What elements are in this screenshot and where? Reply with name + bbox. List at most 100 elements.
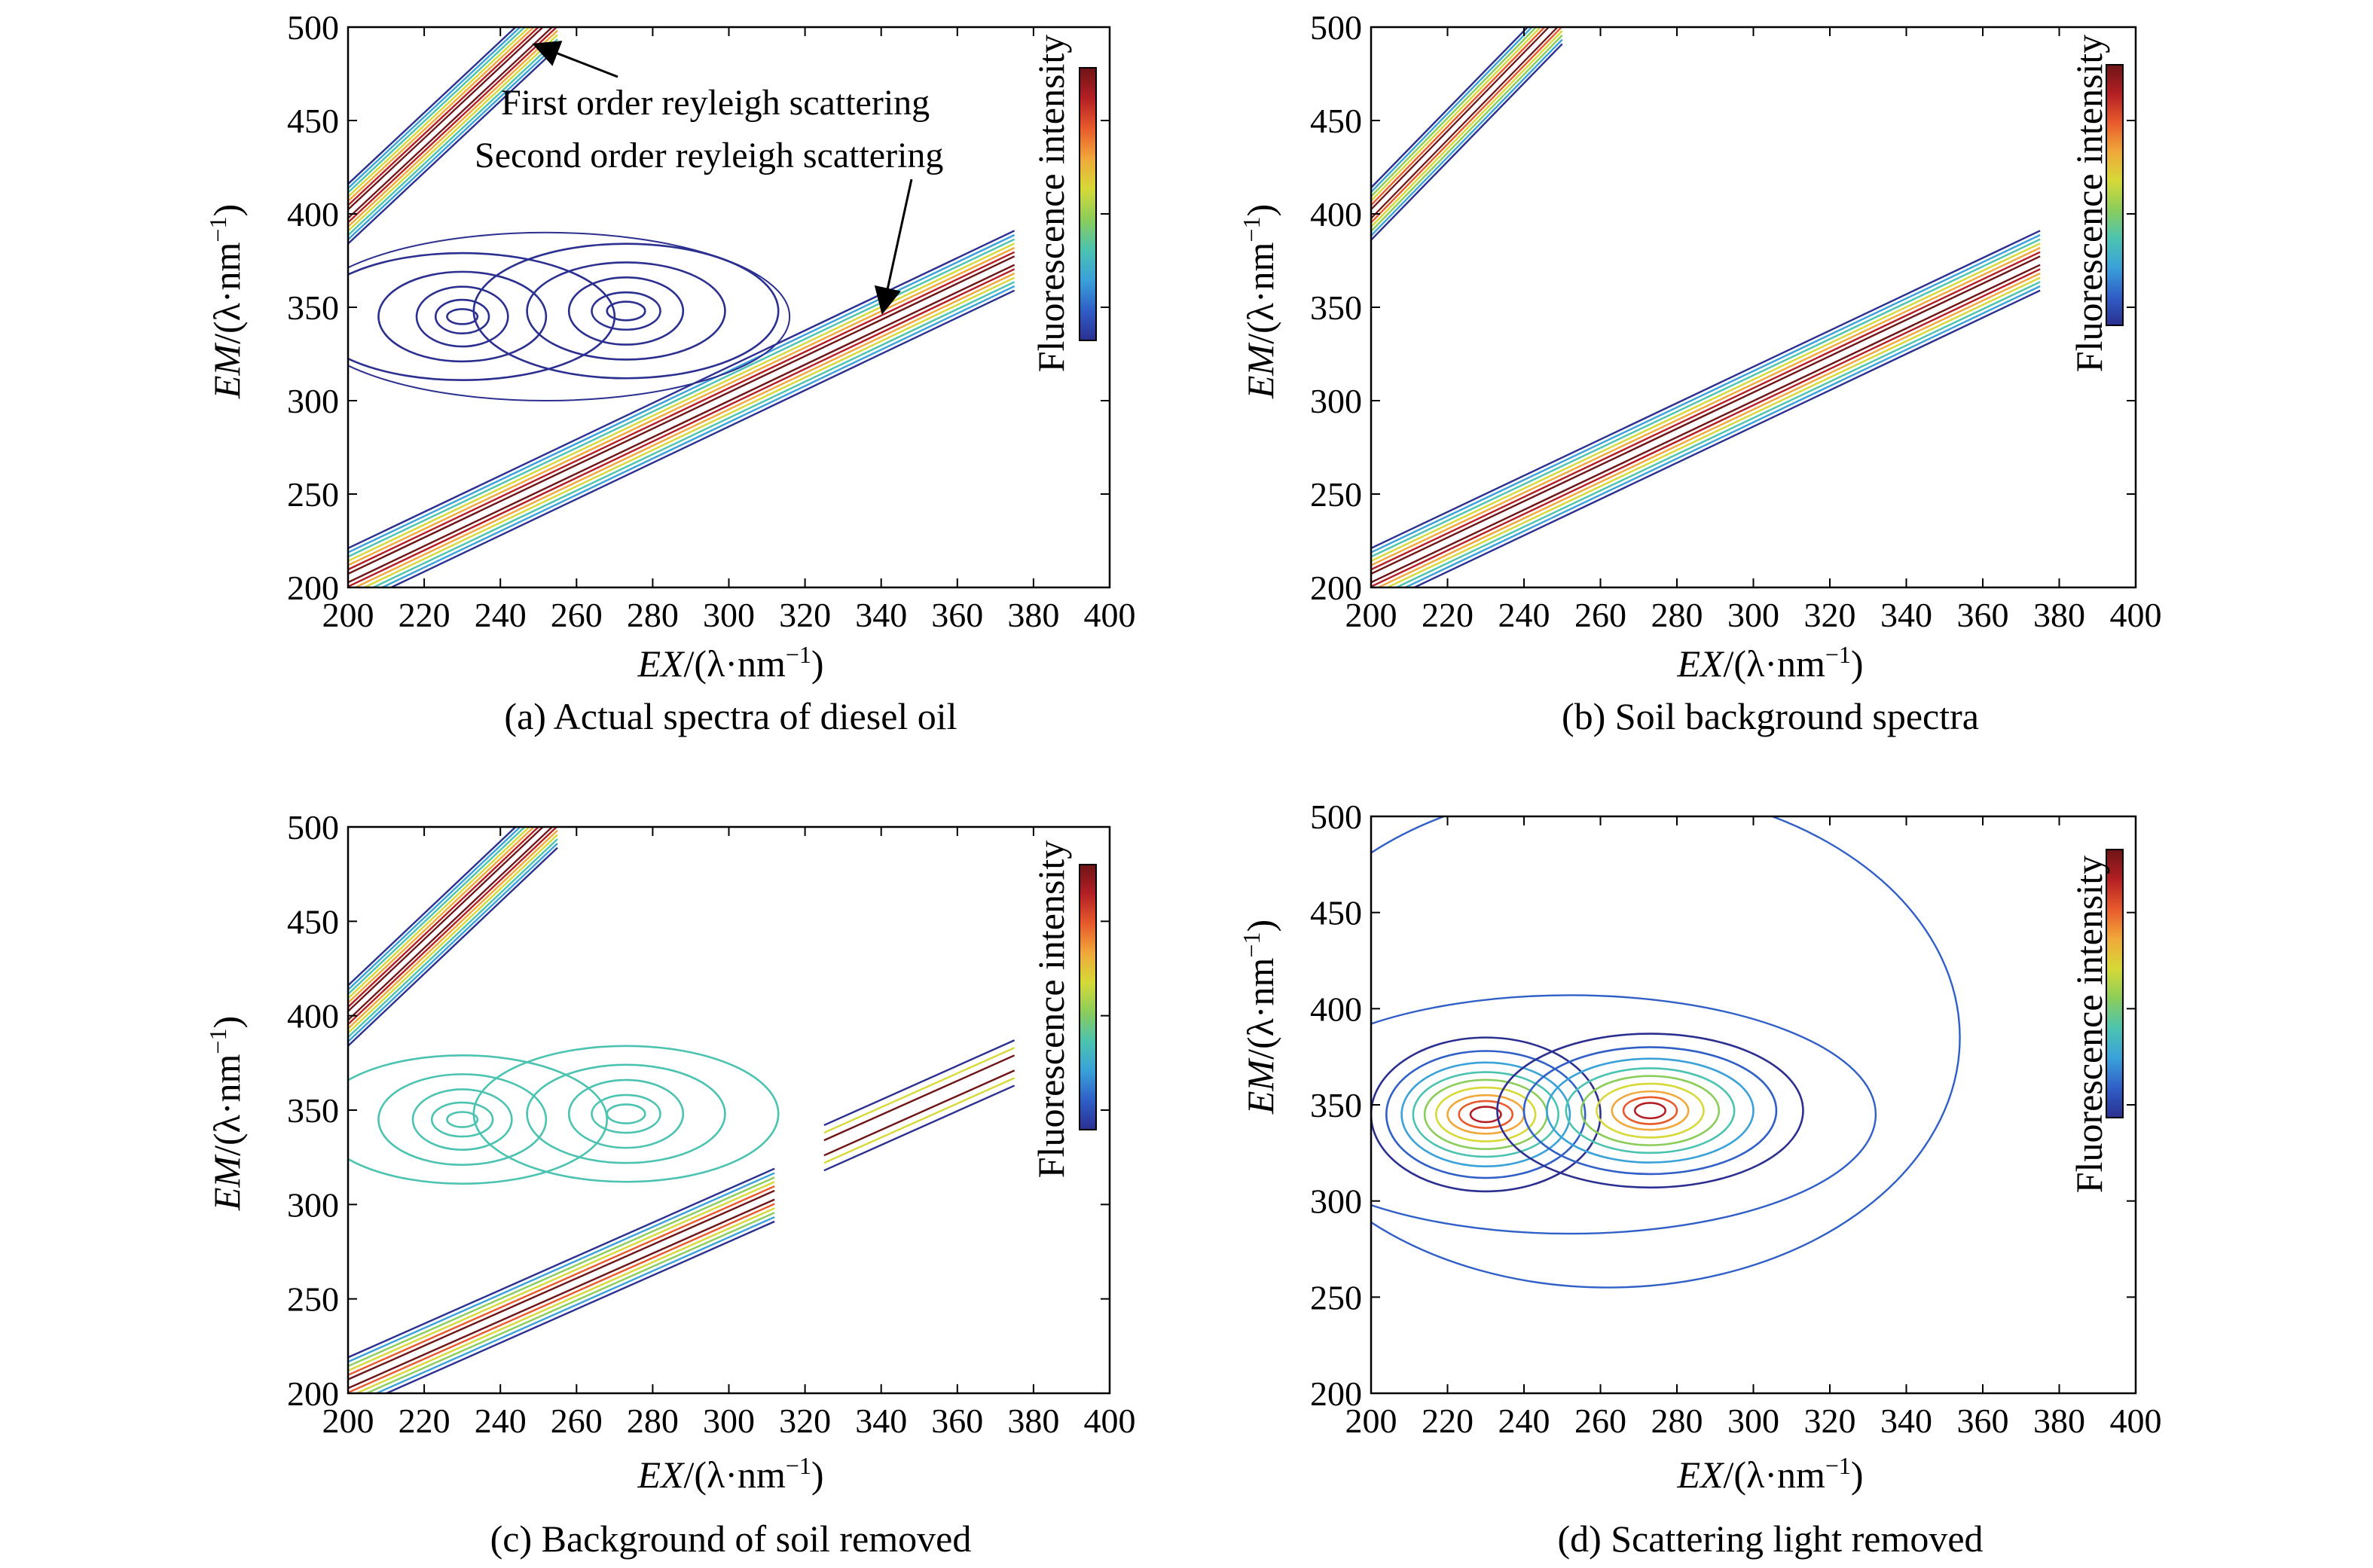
scatter-contour-line [348,827,545,1012]
y-tick-label: 400 [1310,990,1362,1028]
x-tick-label: 300 [1727,1402,1779,1440]
x-tick-label: 340 [855,596,907,634]
scatter-contour-line [1371,27,1534,193]
x-tick-label: 380 [1007,596,1059,634]
caption-c: (c) Background of soil removed [490,1518,972,1560]
scatter-contour-line [1371,27,1550,211]
scatter-contour-line [823,1039,1015,1127]
ylabel-d: EM/(λ·nm−1) [1238,920,1281,1115]
colorbar-label-a: Fluorescence intensity [1030,35,1072,373]
peak-contour [1596,1082,1705,1139]
ylabel-c-var: EM [206,1155,248,1212]
ylabel-a-close: ) [206,204,248,217]
x-tick-label: 320 [1804,1402,1856,1440]
peak-contour [446,1111,479,1128]
peak-contour [1469,1106,1502,1124]
scatter-contour-line [348,827,540,1008]
scatter-contour-line [348,827,536,1004]
x-tick-label: 380 [2033,1402,2085,1440]
panel-c: 200 220 240 260 280 300 320 340 360 380 400 200 250 3… [204,808,1136,1560]
scatter-contour-line [1371,233,2041,554]
ylabel-d-sup: −1 [1238,932,1265,958]
plot-area-c: 200 220 240 260 280 300 320 340 360 380 400 200 250 3… [287,808,1136,1440]
scatter-contour-line [1371,43,1563,241]
x-tick-label: 360 [931,596,983,634]
scatter-core [1371,258,2042,581]
scatter-contour-line [348,27,522,189]
x-tick-label: 260 [1574,1402,1626,1440]
scatter-contour-line [1403,285,2041,587]
scatter-contour-line [1371,27,1542,202]
x-tick-label: 280 [1651,1402,1703,1440]
panel-a: 200 220 240 260 280 300 320 340 360 380 400 200 250 3… [204,8,1136,737]
contours-d [1371,816,1961,1289]
peak-contour [1371,1036,1602,1193]
xlabel-b-var: EX [1676,642,1725,685]
xlabel-b-sup: −1 [1825,641,1851,668]
y-tick-label: 500 [1310,798,1362,836]
scatter-contour-line [348,847,558,1047]
peak-contour [411,1088,513,1151]
caption-b: (b) Soil background spectra [1562,695,1979,737]
scatter-contour-line [348,29,558,227]
ylabel-b-var: EM [1239,343,1281,400]
y-tick-label: 300 [287,1185,339,1224]
ylabel-a: EM/(λ·nm−1) [204,204,248,399]
y-tick-label: 250 [1310,1278,1362,1316]
outer-contour [348,231,791,401]
peak-contour [1565,1067,1736,1155]
scatter-contour-line [1371,27,1547,206]
x-tick-label: 340 [1880,1402,1932,1440]
scatter-contour-line [1412,289,2041,587]
y-tick-label: 500 [287,808,339,847]
y-tick-label: 400 [287,195,339,233]
arrow-second-order [874,178,913,315]
ylabel-b-sup: −1 [1238,217,1265,243]
scatter-contour-line [348,842,558,1042]
ylabel-c-close: ) [206,1016,248,1029]
y-tick-label: 500 [1310,8,1362,47]
peak-c-0 [348,1054,608,1185]
xlabel-c-close: ) [811,1454,824,1496]
x-tick-label: 400 [2110,1402,2162,1440]
xlabel-a-var: EX [637,642,686,685]
ylabel-a-sup: −1 [204,217,231,243]
xlabel-b-close: ) [1851,642,1864,685]
y-tick-label: 400 [287,997,339,1036]
x-tick-label: 400 [1084,596,1136,634]
x-tick-label: 240 [1498,1402,1550,1440]
scatter-contour-line [354,1207,775,1393]
scatter-contour-line [348,834,558,1034]
peak-contour [1611,1090,1690,1131]
caption-a: (a) Actual spectra of diesel oil [504,695,957,737]
scatter-core [348,27,551,216]
x-tick-label: 280 [1651,596,1703,634]
peak-contour [377,270,548,363]
y-tick-label: 450 [1310,894,1362,932]
scatter-contour-line [362,276,1015,587]
x-tick-label: 200 [1345,1402,1397,1440]
y-tick-label: 200 [287,569,339,607]
contours-a [348,27,1015,587]
y-tick-label: 250 [1310,475,1362,514]
panel-b: 200 220 240 260 280 300 320 340 360 380 400 200 250 3… [1238,8,2162,737]
peak-contour [377,1073,548,1166]
scatter-contour-line [348,1185,775,1376]
scatter-contour-line [348,1203,775,1393]
x-tick-label: 260 [551,1402,603,1440]
scatter-contour-line [348,27,554,219]
panel-d: 200 220 240 260 280 300 320 340 360 380 400 200 250 3… [1238,798,2162,1560]
xlabel-c-sup: −1 [786,1452,811,1479]
scatter-contour-line [348,827,527,995]
y-tick-label: 200 [1310,1374,1362,1413]
ylabel-d-unit: /(λ·nm [1239,957,1281,1059]
x-tick-label: 400 [2110,596,2162,634]
scatter-contour-line [348,1181,775,1372]
peak-contour [348,1054,608,1185]
scatter-contour-line [348,827,518,987]
peak-contour [430,1101,494,1138]
scatter-contour-line [348,34,558,232]
scatter-contour-line [348,230,1015,550]
peak-contour [1412,1071,1559,1158]
xlabel-a: EX/(λ·nm−1) [637,641,823,685]
